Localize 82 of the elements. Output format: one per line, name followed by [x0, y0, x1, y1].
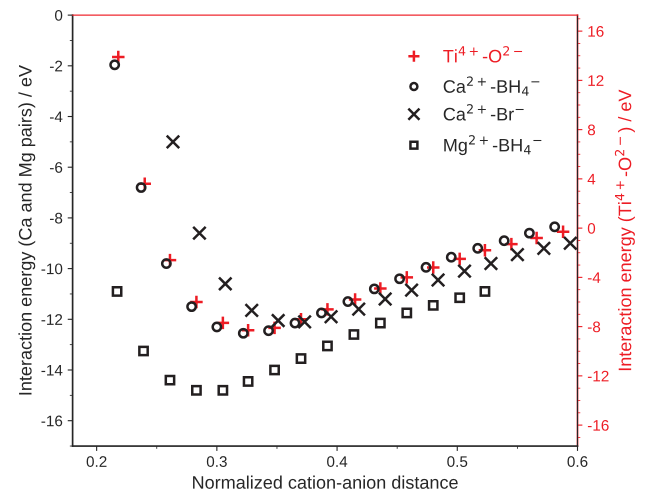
point	[562, 236, 578, 251]
y-tick-label: 0	[54, 10, 62, 21]
y2-tick-label: -12	[588, 370, 609, 382]
x-tick-label: 0.5	[447, 456, 468, 467]
legend-label: Ca$^{2+}$-BH$_{4}$$^{−}$	[444, 76, 540, 96]
point	[348, 329, 360, 340]
point	[472, 242, 484, 254]
y-tick-label: -8	[50, 212, 62, 224]
point	[404, 282, 420, 298]
y-tick-label: -2	[50, 60, 62, 72]
x-tick-label: 0.3	[206, 456, 227, 467]
y2-tick-label: 8	[588, 124, 596, 136]
point	[263, 325, 274, 336]
point	[351, 302, 366, 317]
y-tick-label: -4	[50, 112, 62, 122]
y-tick-label: -6	[50, 162, 62, 173]
point	[269, 364, 280, 376]
point	[138, 346, 149, 356]
point	[483, 256, 498, 272]
point	[297, 314, 312, 330]
point	[218, 276, 233, 292]
point	[316, 308, 327, 318]
point	[510, 247, 525, 262]
point	[211, 321, 222, 332]
point	[480, 286, 490, 297]
point	[430, 272, 446, 288]
point	[378, 292, 393, 307]
point	[549, 221, 560, 232]
y2-tick-label: -16	[588, 420, 609, 431]
y2-tick-label: 12	[588, 75, 604, 86]
legend-label: Ca$^{2+}$-Br$^{−}$	[444, 104, 524, 121]
x-tick-label: 0.6	[567, 456, 588, 467]
y-tick-label: -14	[41, 365, 62, 376]
point	[136, 182, 147, 193]
point	[394, 273, 405, 284]
legend-label: Mg$^{2+}$-BH$_{4}$$^{−}$	[444, 135, 542, 156]
point	[238, 328, 249, 339]
legend-label: Ti$^{4+}$-O$^{2−}$	[443, 46, 522, 63]
point	[454, 292, 466, 304]
point	[374, 318, 386, 329]
point	[457, 264, 472, 279]
point	[420, 262, 432, 273]
y2-tick-label: -4	[588, 272, 600, 283]
y2-tick-label: -8	[588, 321, 600, 332]
point	[536, 240, 552, 256]
point	[270, 313, 286, 328]
y2-tick-label: 16	[588, 26, 604, 37]
point	[342, 296, 354, 307]
point	[524, 228, 535, 239]
point	[165, 134, 180, 150]
y-tick-label: -10	[41, 263, 62, 274]
point	[192, 226, 207, 241]
point	[217, 384, 228, 396]
point	[244, 302, 260, 318]
point	[164, 374, 176, 386]
point	[426, 260, 441, 276]
y2-axis-title: Interaction energy (Ti$^{4+}$-O$^{2−}$) / eV	[614, 90, 635, 370]
point	[556, 224, 571, 240]
point	[290, 318, 300, 329]
point	[498, 235, 510, 246]
point	[399, 270, 414, 285]
point	[446, 252, 457, 263]
point	[401, 308, 412, 318]
y2-tick-label: 0	[588, 222, 596, 234]
x-axis-title: Normalized cation-anion distance	[193, 476, 458, 489]
y-axis-title: Interaction energy (Ca and Mg pairs) / eV	[18, 65, 36, 394]
point	[112, 286, 122, 297]
y-tick-label: -16	[41, 416, 62, 426]
point	[428, 300, 439, 311]
x-tick-label: 0.4	[327, 456, 348, 467]
y2-tick-label: 4	[588, 174, 596, 184]
point	[160, 258, 172, 269]
point	[368, 283, 380, 294]
point	[186, 301, 198, 312]
x-tick-label: 0.2	[86, 456, 106, 467]
y-tick-label: -12	[41, 314, 62, 325]
point	[324, 309, 339, 324]
point	[109, 59, 120, 70]
point	[322, 340, 333, 352]
point	[191, 384, 202, 396]
point	[242, 376, 254, 387]
point	[296, 353, 306, 364]
